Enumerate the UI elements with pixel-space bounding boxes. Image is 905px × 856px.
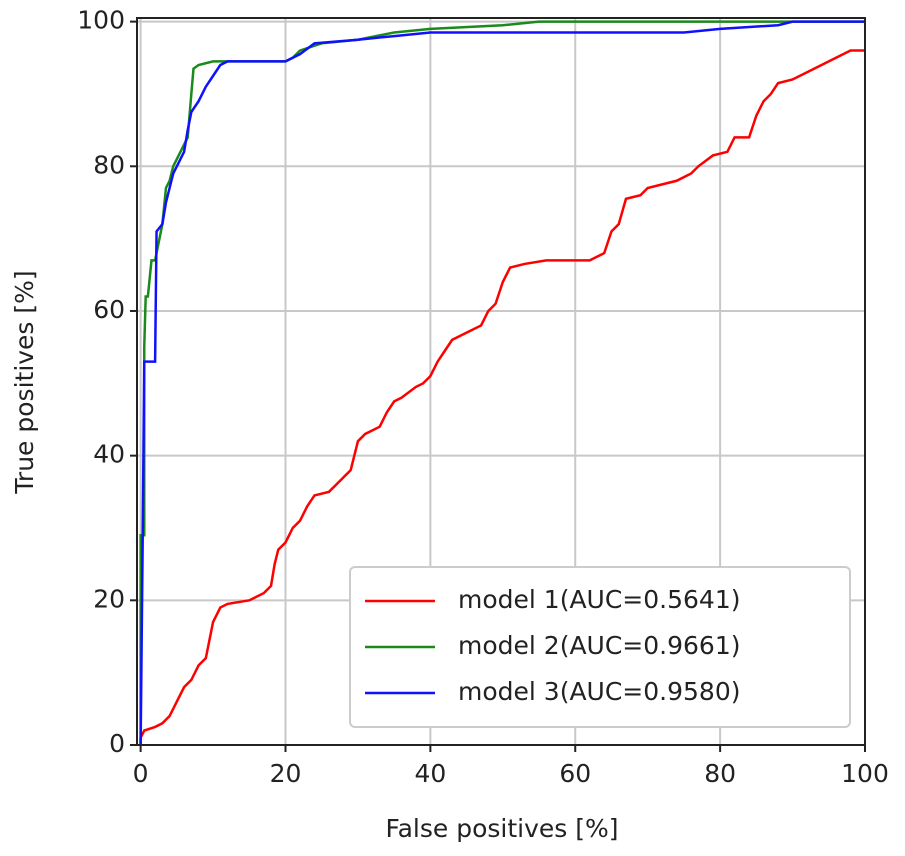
x-tick-label: 80 (704, 759, 736, 788)
x-tick-label: 100 (841, 759, 889, 788)
x-tick-label: 20 (270, 759, 302, 788)
legend-label: model 3(AUC=0.9580) (458, 677, 740, 706)
y-tick-label: 80 (93, 150, 125, 179)
roc-line (139, 49, 865, 745)
y-tick-label: 20 (93, 584, 125, 613)
y-tick-label: 100 (77, 6, 125, 35)
x-tick-label: 0 (133, 759, 149, 788)
plot-frame (136, 17, 866, 746)
y-tick-label: 60 (93, 295, 125, 324)
legend: model 1(AUC=0.5641) model 2(AUC=0.9661) mo… (349, 566, 851, 728)
roc-line (139, 20, 865, 746)
y-axis-label: True positives [%] (10, 270, 39, 494)
y-tick-label: 40 (93, 440, 125, 469)
legend-label: model 2(AUC=0.9661) (458, 631, 740, 660)
x-axis-label: False positives [%] (386, 814, 619, 843)
legend-box (349, 566, 851, 728)
x-tick-label: 40 (414, 759, 446, 788)
x-tick-label: 60 (559, 759, 591, 788)
y-tick-label: 0 (109, 729, 125, 758)
legend-label: model 1(AUC=0.5641) (458, 585, 740, 614)
